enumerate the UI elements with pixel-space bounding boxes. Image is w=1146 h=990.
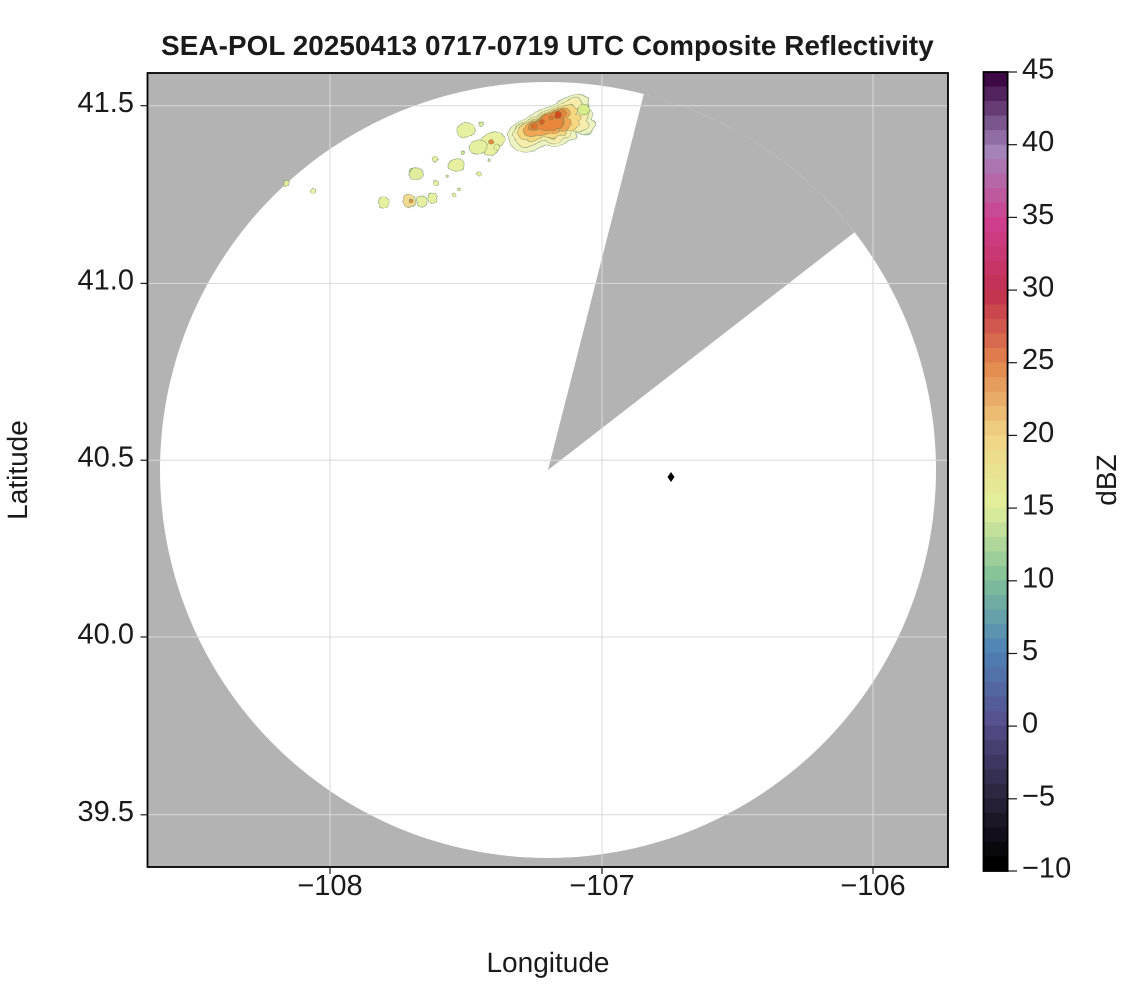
svg-text:39.5: 39.5 (78, 796, 134, 828)
svg-text:10: 10 (1022, 562, 1054, 594)
svg-text:Latitude: Latitude (2, 420, 33, 520)
svg-text:−106: −106 (840, 870, 905, 902)
svg-text:−107: −107 (569, 870, 634, 902)
svg-text:15: 15 (1022, 490, 1054, 522)
svg-text:dBZ: dBZ (1091, 454, 1122, 505)
svg-text:41.5: 41.5 (78, 87, 134, 119)
svg-text:−5: −5 (1022, 780, 1055, 812)
svg-text:45: 45 (1022, 54, 1054, 86)
svg-text:41.0: 41.0 (78, 265, 134, 297)
svg-text:−108: −108 (297, 870, 362, 902)
svg-text:35: 35 (1022, 199, 1054, 231)
svg-text:0: 0 (1022, 708, 1038, 740)
svg-text:30: 30 (1022, 272, 1054, 304)
svg-text:Longitude: Longitude (486, 947, 609, 978)
svg-text:40.0: 40.0 (78, 619, 134, 651)
svg-text:5: 5 (1022, 635, 1038, 667)
svg-text:−10: −10 (1022, 853, 1071, 885)
svg-text:25: 25 (1022, 344, 1054, 376)
svg-text:40: 40 (1022, 126, 1054, 158)
svg-text:40.5: 40.5 (78, 442, 134, 474)
svg-text:20: 20 (1022, 417, 1054, 449)
